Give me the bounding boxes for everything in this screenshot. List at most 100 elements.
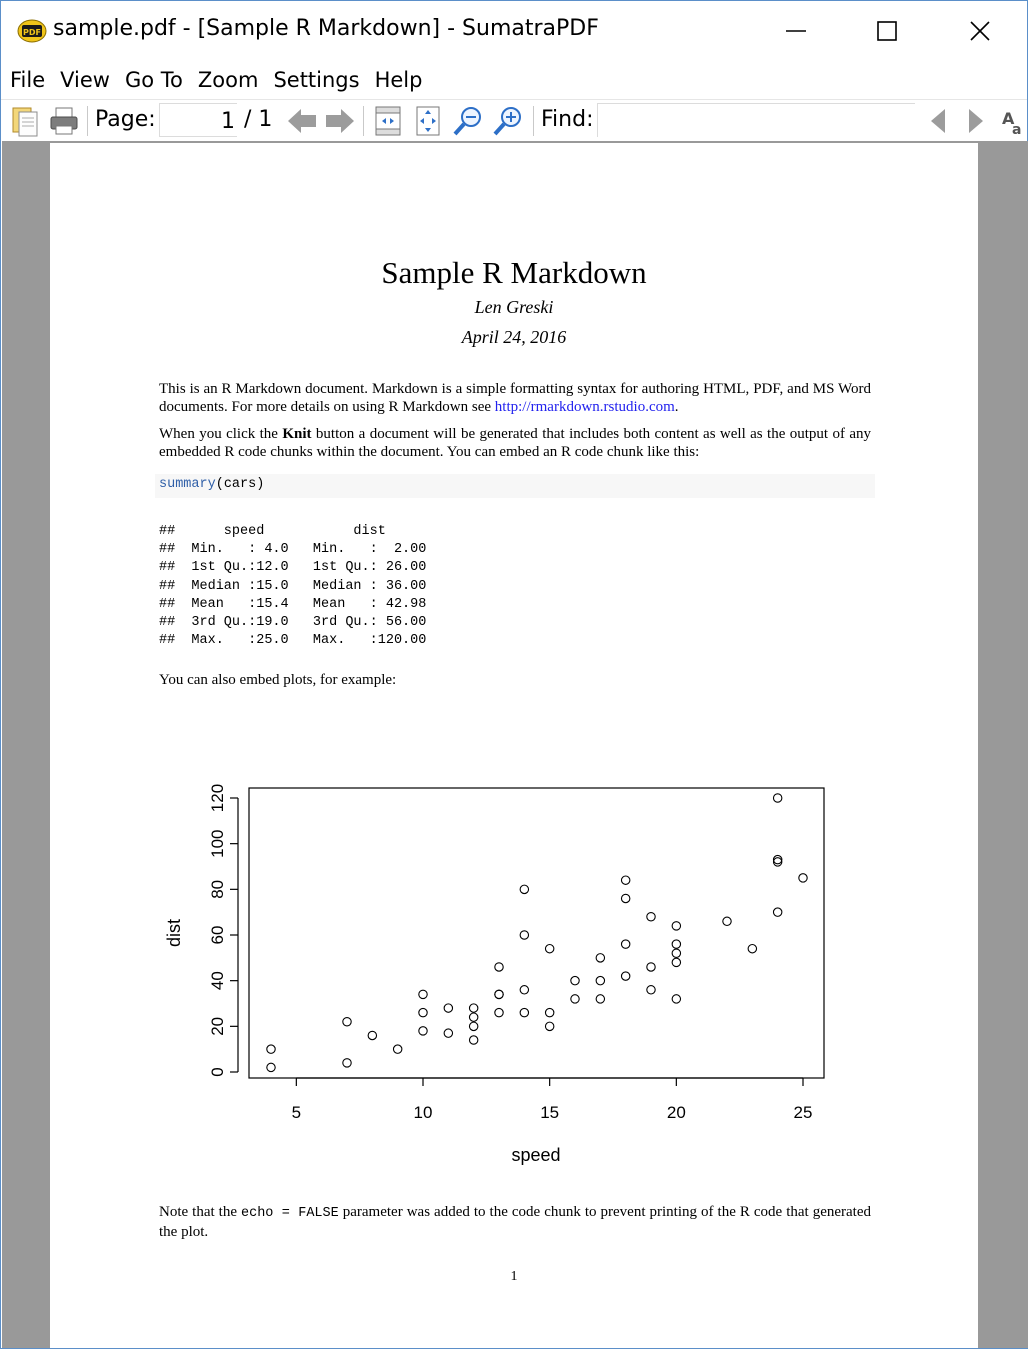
match-case-icon[interactable]: A a [997, 104, 1027, 138]
fit-width-icon[interactable] [411, 104, 445, 138]
menu-zoom[interactable]: Zoom [197, 68, 259, 92]
find-next-icon[interactable] [959, 104, 993, 138]
open-icon[interactable] [9, 104, 43, 138]
data-point [519, 1007, 530, 1018]
document-date: April 24, 2016 [461, 327, 567, 347]
code-line: summary(cars) [159, 477, 264, 492]
y-tick-label: 60 [208, 926, 227, 945]
page-number-input[interactable] [159, 103, 237, 137]
knit-text-start: When you click the [159, 426, 283, 442]
document-viewer[interactable]: Sample R Markdown Len Greski April 24, 2… [2, 141, 1028, 1348]
data-point [392, 1044, 403, 1054]
x-tick-label: 5 [292, 1103, 301, 1122]
data-point [266, 1062, 276, 1073]
note-text-end: parameter was added to the code chunk to… [159, 1204, 871, 1240]
toolbar-separator [363, 106, 364, 136]
menu-settings[interactable]: Settings [273, 68, 360, 92]
y-tick-label: 20 [208, 1017, 227, 1036]
document-title: Sample R Markdown [381, 255, 647, 290]
svg-text:PDF: PDF [23, 28, 41, 37]
menu-file[interactable]: File [10, 68, 46, 92]
note-text-start: Note that the [159, 1204, 241, 1220]
data-point [266, 1044, 276, 1054]
document-author: Len Greski [474, 297, 554, 317]
data-point [772, 854, 783, 865]
y-tick-label: 0 [208, 1067, 227, 1076]
data-point [620, 875, 631, 885]
data-point [646, 985, 656, 995]
data-point [798, 873, 808, 883]
zoom-in-icon[interactable] [491, 104, 525, 138]
menu-go-to[interactable]: Go To [124, 68, 183, 92]
data-point [418, 989, 428, 1000]
data-point [468, 1003, 479, 1013]
data-point [367, 1030, 378, 1041]
close-button[interactable] [934, 1, 1026, 61]
data-point [443, 1028, 454, 1038]
data-point [595, 994, 606, 1004]
minimize-icon [785, 20, 807, 42]
find-input[interactable] [597, 103, 915, 137]
fit-page-icon[interactable] [371, 104, 405, 138]
data-point [544, 1021, 555, 1032]
minimize-button[interactable] [750, 1, 842, 61]
data-point [494, 1007, 504, 1018]
data-point [519, 884, 530, 895]
toolbar-separator [533, 106, 534, 136]
find-prev-icon[interactable] [921, 104, 955, 138]
data-point [494, 962, 504, 972]
data-point [519, 930, 530, 940]
prev-page-icon[interactable] [285, 104, 319, 138]
data-point [595, 975, 606, 986]
y-tick-label: 120 [208, 784, 227, 812]
svg-text:a: a [1012, 122, 1021, 138]
data-point [646, 911, 656, 922]
data-point [519, 985, 530, 995]
rmarkdown-link[interactable]: http://rmarkdown.rstudio.com [494, 399, 675, 415]
x-tick-label: 10 [414, 1103, 433, 1122]
pdf-page: Sample R Markdown Len Greski April 24, 2… [50, 143, 978, 1348]
maximize-button[interactable] [841, 1, 933, 61]
data-point [443, 1003, 454, 1013]
pdf-icon: PDF [17, 19, 47, 43]
data-point [570, 975, 580, 986]
page-number: 1 [510, 1269, 518, 1284]
output-line: ## 3rd Qu.:19.0 3rd Qu.: 56.00 [159, 615, 443, 631]
scatter-plot: 5 10 15 20 25 0 20 40 60 80 100 120 speed dist [164, 784, 825, 1165]
next-page-icon[interactable] [323, 104, 357, 138]
knit-text-end: button a document will be generated that… [159, 426, 872, 460]
x-axis-label: speed [511, 1145, 560, 1165]
data-point [342, 1017, 352, 1027]
data-point [772, 793, 783, 803]
data-point [722, 916, 732, 927]
intro-text: This is an R Markdown document. Markdown… [159, 381, 871, 415]
data-point [544, 1007, 555, 1018]
find-label: Find: [541, 107, 594, 132]
maximize-icon [876, 20, 898, 42]
data-point [595, 953, 606, 963]
intro-period: . [674, 399, 679, 415]
data-point [671, 939, 682, 949]
zoom-out-icon[interactable] [451, 104, 485, 138]
code-output: ## speed dist ## Min. : 4.0 Min. : 2.00 … [159, 523, 443, 650]
menu-view[interactable]: View [60, 68, 110, 92]
print-icon[interactable] [47, 104, 81, 138]
data-point [418, 1026, 428, 1036]
code-function: summary [159, 477, 216, 492]
page-total: / 1 [244, 107, 273, 132]
x-tick-label: 15 [540, 1103, 559, 1122]
menu-bar: File View Go To Zoom Settings Help [1, 61, 1027, 99]
plots-paragraph: You can also embed plots, for example: [159, 672, 397, 688]
menu-help[interactable]: Help [374, 68, 423, 92]
toolbar-separator [87, 106, 88, 136]
data-point [671, 994, 682, 1004]
y-tick-label: 80 [208, 880, 227, 899]
plot-frame [248, 787, 825, 1079]
x-tick-label: 20 [667, 1103, 686, 1122]
page-label: Page: [95, 107, 156, 132]
knit-paragraph: When you click the Knit button a documen… [159, 425, 871, 461]
code-chunk: summary(cars) [155, 474, 875, 498]
output-line: ## Min. : 4.0 Min. : 2.00 [159, 542, 443, 558]
title-bar[interactable]: PDF sample.pdf - [Sample R Markdown] - S… [1, 1, 1027, 61]
data-point [468, 1035, 479, 1045]
